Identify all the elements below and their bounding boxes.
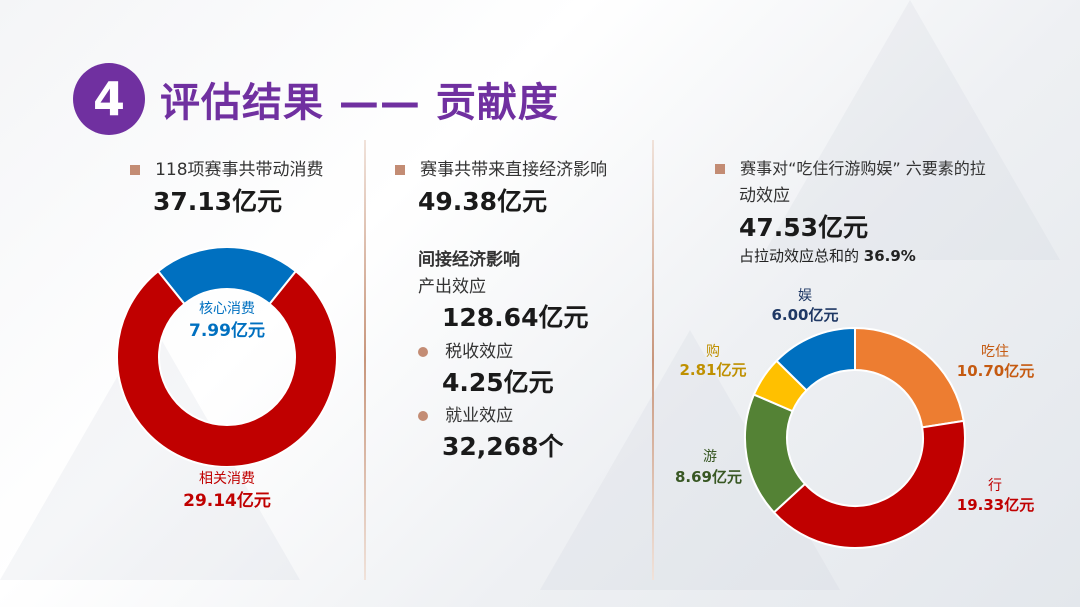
jobs-row: 就业效应 [418, 401, 513, 426]
donut2-value-you: 8.69亿元 [674, 468, 742, 486]
col2-label-row: 赛事共带来直接经济影响 [395, 155, 607, 180]
donut-slice-行 [772, 419, 966, 549]
col3-label-row: 赛事对“吃住行游购娱” 六要素的拉 [715, 155, 1065, 179]
donut1-value-core: 7.99亿元 [189, 321, 265, 341]
indirect-title: 间接经济影响 [418, 250, 520, 270]
share-prefix: 占拉动效应总和的 [739, 247, 860, 265]
donut-chart-consumption [116, 247, 338, 467]
donut2-label-xing: 行 [988, 478, 1002, 494]
bullet-dot-icon [418, 411, 428, 421]
donut2-value-yu: 6.00亿元 [771, 306, 839, 324]
slide-number-badge: 4 [73, 63, 145, 135]
donut1-label-core: 核心消费 [199, 301, 255, 317]
donut2-label-gou: 购 [706, 344, 720, 360]
col3-value: 47.53亿元 [739, 213, 869, 242]
donut-chart-six-elements [744, 326, 966, 549]
col2-label: 赛事共带来直接经济影响 [420, 160, 608, 180]
column-divider [364, 140, 366, 580]
col1-value: 37.13亿元 [153, 187, 283, 216]
donut2-label-you: 游 [703, 449, 717, 465]
jobs-label: 就业效应 [445, 406, 514, 426]
slide-title: 评估结果 —— 贡献度 [160, 80, 559, 126]
donut2-value-gou: 2.81亿元 [679, 361, 747, 379]
output-value: 128.64亿元 [442, 303, 589, 332]
donut2-value-xing: 19.33亿元 [956, 496, 1035, 514]
donut1-value-related: 29.14亿元 [183, 491, 271, 511]
column-divider [652, 140, 654, 580]
bullet-square-icon [395, 165, 405, 175]
col3-share: 占拉动效应总和的 36.9% [739, 245, 916, 266]
donut-slice-娱 [775, 326, 856, 392]
donut2-value-chizhu: 10.70亿元 [956, 362, 1035, 380]
col2-value: 49.38亿元 [418, 187, 548, 216]
bullet-square-icon [130, 165, 140, 175]
donut2-label-chizhu: 吃住 [981, 344, 1009, 360]
col1-label: 118项赛事共带动消费 [155, 160, 324, 180]
donut1-label-related: 相关消费 [199, 471, 255, 487]
share-value: 36.9% [863, 247, 916, 265]
bullet-square-icon [715, 164, 725, 174]
jobs-value: 32,268个 [442, 432, 564, 461]
output-label: 产出效应 [418, 277, 486, 297]
col3-label-line1: 赛事对“吃住行游购娱” 六要素的拉 [740, 159, 986, 178]
background-shape [760, 0, 1060, 260]
col1-label-row: 118项赛事共带动消费 [130, 155, 324, 180]
donut2-label-yu: 娱 [798, 288, 812, 304]
tax-row: 税收效应 [418, 337, 513, 362]
tax-label: 税收效应 [445, 342, 514, 362]
col3-label-line2: 动效应 [739, 186, 790, 206]
bullet-dot-icon [418, 347, 428, 357]
donut-slice-相关消费 [116, 269, 338, 467]
tax-value: 4.25亿元 [442, 368, 554, 397]
